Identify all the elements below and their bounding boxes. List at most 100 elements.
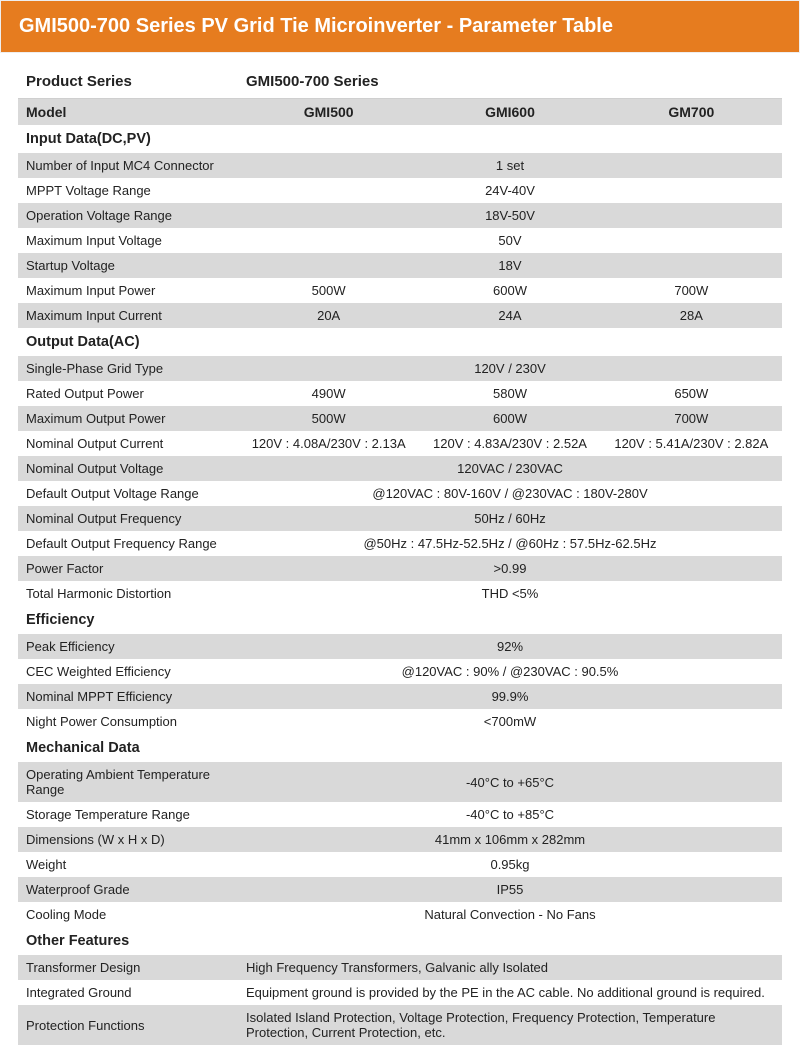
- param-value: 50V: [238, 228, 782, 253]
- table-row: Integrated GroundEquipment ground is pro…: [18, 980, 782, 1005]
- table-row: Maximum Input Voltage50V: [18, 228, 782, 253]
- param-value: 120V : 4.83A/230V : 2.52A: [419, 431, 600, 456]
- section-header: Input Data(DC,PV): [18, 125, 782, 153]
- param-value: 1 set: [238, 153, 782, 178]
- table-row: Dimensions (W x H x D)41mm x 106mm x 282…: [18, 827, 782, 852]
- table-row: Rated Output Power490W580W650W: [18, 381, 782, 406]
- param-value: 0.95kg: [238, 852, 782, 877]
- param-value: 120V : 4.08A/230V : 2.13A: [238, 431, 419, 456]
- section-header: Other Features: [18, 927, 782, 955]
- table-row: Transformer DesignHigh Frequency Transfo…: [18, 955, 782, 980]
- param-value: -40°C to +65°C: [238, 762, 782, 802]
- param-value: 120V : 5.41A/230V : 2.82A: [601, 431, 782, 456]
- param-value: 120VAC / 230VAC: [238, 456, 782, 481]
- param-value: 50Hz / 60Hz: [238, 506, 782, 531]
- model-header: GM700: [601, 99, 782, 126]
- param-label: Operating Ambient Temperature Range: [18, 762, 238, 802]
- param-value: 700W: [601, 278, 782, 303]
- table-row: Nominal Output Voltage120VAC / 230VAC: [18, 456, 782, 481]
- table-row: MPPT Voltage Range24V-40V: [18, 178, 782, 203]
- param-value: Natural Convection - No Fans: [238, 902, 782, 927]
- param-label: Single-Phase Grid Type: [18, 356, 238, 381]
- param-value: 18V-50V: [238, 203, 782, 228]
- param-label: Night Power Consumption: [18, 709, 238, 734]
- model-header: GMI500: [238, 99, 419, 126]
- param-value: Equipment ground is provided by the PE i…: [238, 980, 782, 1005]
- param-label: Rated Output Power: [18, 381, 238, 406]
- table-row: Nominal MPPT Efficiency99.9%: [18, 684, 782, 709]
- param-value: 500W: [238, 406, 419, 431]
- param-label: Integrated Ground: [18, 980, 238, 1005]
- param-label: Dimensions (W x H x D): [18, 827, 238, 852]
- param-value: 650W: [601, 381, 782, 406]
- param-label: Cooling Mode: [18, 902, 238, 927]
- param-label: Storage Temperature Range: [18, 802, 238, 827]
- table-row: Waterproof GradeIP55: [18, 877, 782, 902]
- param-value: 600W: [419, 406, 600, 431]
- param-value: 120V / 230V: [238, 356, 782, 381]
- table-row: Operating Ambient Temperature Range-40°C…: [18, 762, 782, 802]
- param-label: MPPT Voltage Range: [18, 178, 238, 203]
- section-header: Mechanical Data: [18, 734, 782, 762]
- table-row: Nominal Output Current120V : 4.08A/230V …: [18, 431, 782, 456]
- param-label: Power Factor: [18, 556, 238, 581]
- table-row: Night Power Consumption<700mW: [18, 709, 782, 734]
- param-value: 700W: [601, 406, 782, 431]
- param-value: High Frequency Transformers, Galvanic al…: [238, 955, 782, 980]
- param-value: 28A: [601, 303, 782, 328]
- table-row: Maximum Output Power500W600W700W: [18, 406, 782, 431]
- table-row: Weight0.95kg: [18, 852, 782, 877]
- param-label: Nominal Output Frequency: [18, 506, 238, 531]
- table-row: Protection FunctionsIsolated Island Prot…: [18, 1005, 782, 1045]
- param-value: @120VAC : 90% / @230VAC : 90.5%: [238, 659, 782, 684]
- product-series-value: GMI500-700 Series: [238, 65, 782, 99]
- param-value: 580W: [419, 381, 600, 406]
- param-value: @120VAC : 80V-160V / @230VAC : 180V-280V: [238, 481, 782, 506]
- param-value: 600W: [419, 278, 600, 303]
- table-row: CEC Weighted Efficiency@120VAC : 90% / @…: [18, 659, 782, 684]
- param-value: 18V: [238, 253, 782, 278]
- param-value: -40°C to +85°C: [238, 802, 782, 827]
- param-value: 92%: [238, 634, 782, 659]
- param-label: Weight: [18, 852, 238, 877]
- param-label: Transformer Design: [18, 955, 238, 980]
- param-value: >0.99: [238, 556, 782, 581]
- param-value: THD <5%: [238, 581, 782, 606]
- table-row: Startup Voltage18V: [18, 253, 782, 278]
- param-label: Peak Efficiency: [18, 634, 238, 659]
- table-row: Default Output Frequency Range@50Hz : 47…: [18, 531, 782, 556]
- table-row: Operation Voltage Range18V-50V: [18, 203, 782, 228]
- param-value: 24V-40V: [238, 178, 782, 203]
- table-row: Maximum Input Current20A24A28A: [18, 303, 782, 328]
- param-value: @50Hz : 47.5Hz-52.5Hz / @60Hz : 57.5Hz-6…: [238, 531, 782, 556]
- table-row: Default Output Voltage Range@120VAC : 80…: [18, 481, 782, 506]
- param-label: Number of Input MC4 Connector: [18, 153, 238, 178]
- param-label: Default Output Frequency Range: [18, 531, 238, 556]
- param-label: Nominal Output Voltage: [18, 456, 238, 481]
- table-row: Nominal Output Frequency50Hz / 60Hz: [18, 506, 782, 531]
- param-label: Default Output Voltage Range: [18, 481, 238, 506]
- section-header: Efficiency: [18, 606, 782, 634]
- table-row: Cooling ModeNatural Convection - No Fans: [18, 902, 782, 927]
- param-value: 99.9%: [238, 684, 782, 709]
- param-label: Nominal Output Current: [18, 431, 238, 456]
- table-row: Total Harmonic DistortionTHD <5%: [18, 581, 782, 606]
- param-label: Maximum Output Power: [18, 406, 238, 431]
- model-header: GMI600: [419, 99, 600, 126]
- param-label: Maximum Input Current: [18, 303, 238, 328]
- param-label: Operation Voltage Range: [18, 203, 238, 228]
- param-label: Protection Functions: [18, 1005, 238, 1045]
- table-container: Product SeriesGMI500-700 SeriesModelGMI5…: [0, 53, 800, 1063]
- param-label: Startup Voltage: [18, 253, 238, 278]
- param-value: Isolated Island Protection, Voltage Prot…: [238, 1005, 782, 1045]
- table-row: Number of Input MC4 Connector1 set: [18, 153, 782, 178]
- param-label: CEC Weighted Efficiency: [18, 659, 238, 684]
- table-row: Storage Temperature Range-40°C to +85°C: [18, 802, 782, 827]
- param-label: Waterproof Grade: [18, 877, 238, 902]
- param-value: 41mm x 106mm x 282mm: [238, 827, 782, 852]
- param-value: 20A: [238, 303, 419, 328]
- parameter-table: Product SeriesGMI500-700 SeriesModelGMI5…: [18, 65, 782, 1045]
- product-series-label: Product Series: [18, 65, 238, 99]
- param-value: 24A: [419, 303, 600, 328]
- param-value: IP55: [238, 877, 782, 902]
